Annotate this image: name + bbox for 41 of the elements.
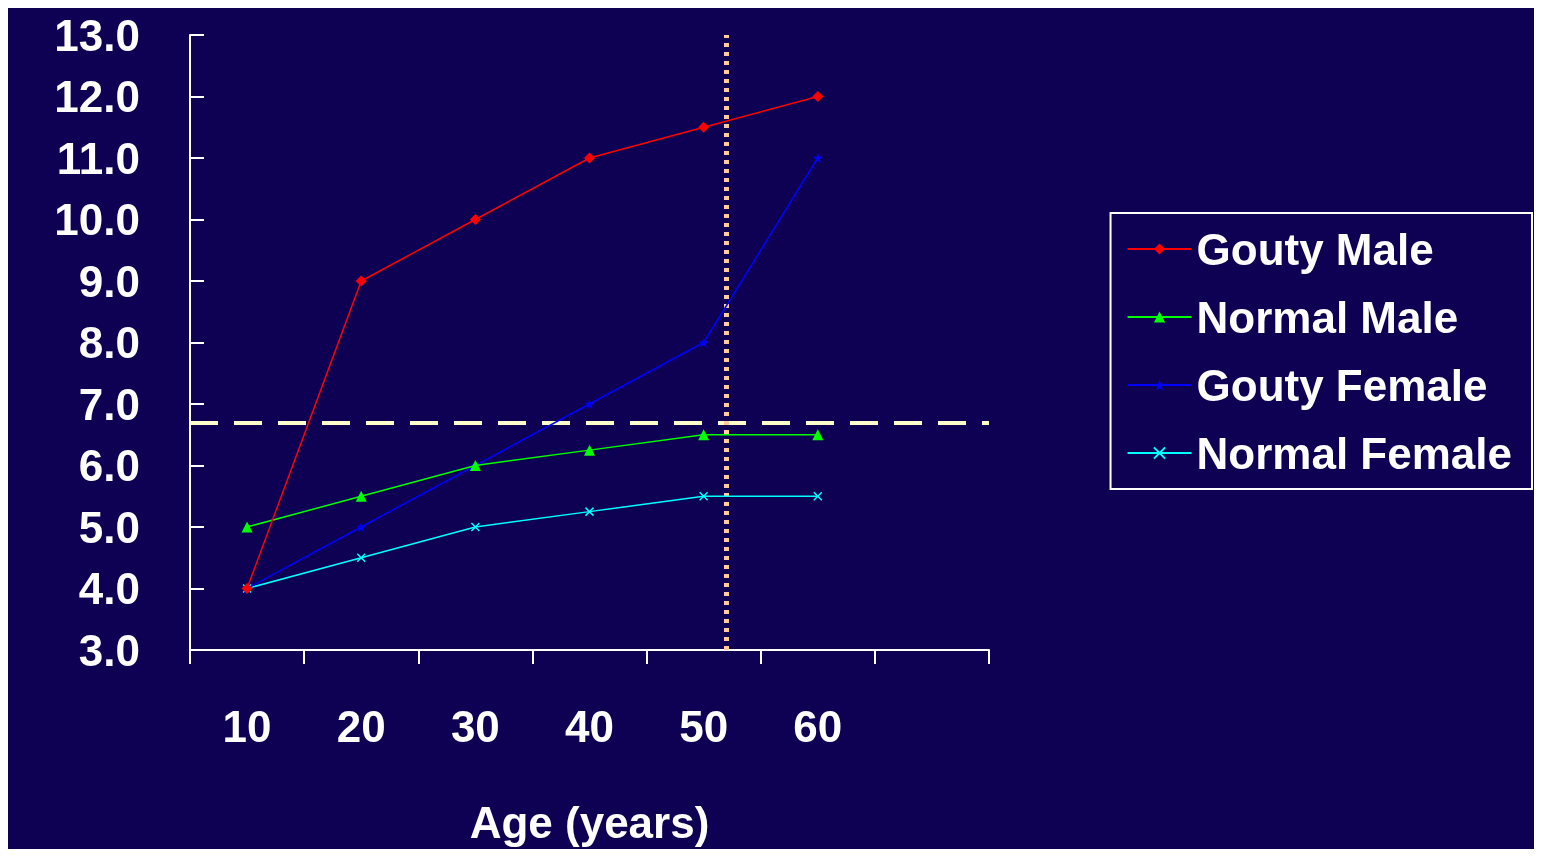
y-tick-label: 12.0 <box>54 72 140 121</box>
point <box>812 91 824 102</box>
point <box>355 275 367 287</box>
y-tick-label: 10.0 <box>54 195 140 244</box>
y-tick-label: 8.0 <box>78 318 140 367</box>
y-tick-label: 7.0 <box>78 379 140 429</box>
point <box>584 444 595 456</box>
x-tick-label: 30 <box>450 701 500 751</box>
point <box>356 522 367 532</box>
x-tick-label: 50 <box>679 701 729 751</box>
x-tick-label: 10 <box>222 701 272 751</box>
x-axis-title: Age (years) <box>469 797 710 847</box>
y-tick-label: 3.0 <box>78 625 140 675</box>
point <box>813 491 823 501</box>
y-tick-label: 6.0 <box>78 441 140 490</box>
point <box>355 490 367 502</box>
point <box>812 153 823 163</box>
x-tick-label: 60 <box>793 701 843 751</box>
legend-label: Normal Female <box>1196 428 1513 478</box>
legend-label: Normal Male <box>1196 292 1459 342</box>
point <box>698 121 710 133</box>
point <box>812 429 824 441</box>
y-tick-label: 13.0 <box>54 10 140 60</box>
legend-label: Gouty Male <box>1196 224 1434 274</box>
y-tick-label: 11.0 <box>56 133 140 183</box>
point <box>584 152 595 164</box>
y-tick-label: 5.0 <box>78 502 140 552</box>
y-tick-label: 9.0 <box>78 256 140 306</box>
point <box>241 521 253 533</box>
legend-label: Gouty Female <box>1196 360 1488 410</box>
x-tick-label: 40 <box>565 701 614 751</box>
x-tick-label: 20 <box>336 701 386 751</box>
point <box>584 506 595 517</box>
point <box>584 399 595 409</box>
point <box>356 553 366 563</box>
point <box>698 429 710 441</box>
point <box>698 337 709 348</box>
point <box>470 522 481 532</box>
y-tick-label: 4.0 <box>78 564 140 613</box>
point <box>698 491 709 501</box>
point <box>469 214 481 225</box>
